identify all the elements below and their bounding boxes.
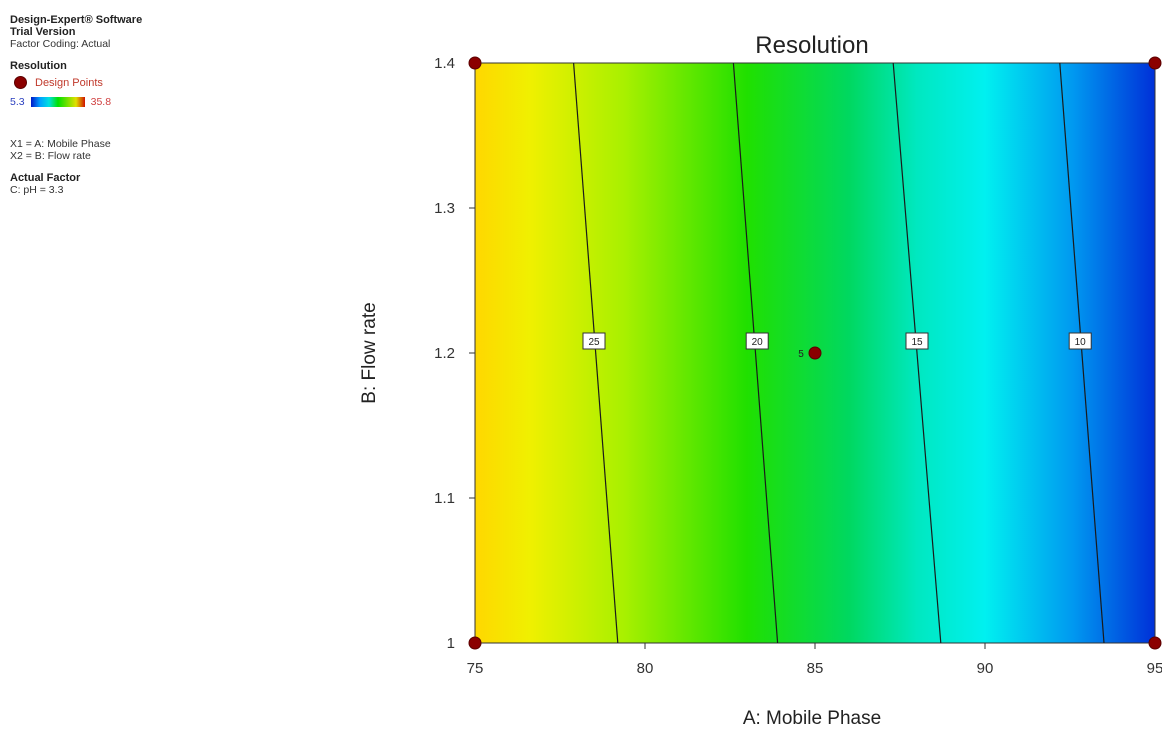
y-axis-label: B: Flow rate [359, 302, 380, 403]
y-tick-label: 1.4 [434, 55, 455, 72]
y-tick-label: 1.1 [434, 490, 455, 507]
x-tick-label: 75 [467, 660, 484, 677]
design-points-label: Design Points [35, 76, 103, 89]
design-points-legend: Design Points [14, 76, 210, 89]
design-point [468, 636, 482, 650]
design-point [468, 56, 482, 70]
x-tick-label: 85 [807, 660, 824, 677]
contour-label: 20 [752, 337, 764, 348]
design-point [808, 346, 822, 360]
x2-factor: X2 = B: Flow rate [10, 150, 91, 162]
axes: 75 80 85 90 95 1 1.1 1.2 1.3 1.4 [434, 55, 1162, 677]
contour-line-25 [573, 62, 619, 644]
chart-title: Resolution [755, 32, 868, 59]
design-point-icon [14, 76, 27, 89]
contour-line-15 [892, 62, 942, 644]
response-name: Resolution [10, 60, 67, 72]
x-tick-label: 90 [977, 660, 994, 677]
y-tick-label: 1.2 [434, 345, 455, 362]
color-scale-bar [30, 97, 85, 107]
design-point-count: 5 [798, 349, 804, 360]
actual-factor-heading: Actual Factor [10, 172, 81, 184]
range-max: 35.8 [90, 96, 112, 108]
software-name: Design-Expert® Software [10, 14, 143, 26]
design-point [1148, 56, 1162, 70]
contour-line-20 [732, 62, 779, 644]
y-tick-label: 1 [447, 635, 455, 652]
contour-label-box [582, 332, 606, 350]
actual-factor-value: C: pH = 3.3 [10, 184, 64, 196]
color-range-legend: 5.3 35.8 [10, 96, 210, 108]
contour-label-box [745, 332, 769, 350]
contour-label-box [1068, 332, 1092, 350]
factor-coding: Factor Coding: Actual [10, 38, 111, 50]
x-tick-label: 95 [1147, 660, 1162, 677]
contour-lines: 25 20 15 10 [573, 62, 1105, 644]
x-axis-label: A: Mobile Phase [743, 708, 881, 729]
legend-panel: Design-Expert® Software Trial Version Fa… [10, 14, 210, 196]
contour-label-box [905, 332, 929, 350]
contour-label: 25 [588, 337, 600, 348]
y-tick-label: 1.3 [434, 200, 455, 217]
x1-factor: X1 = A: Mobile Phase [10, 138, 111, 150]
design-point [1148, 636, 1162, 650]
version-label: Trial Version [10, 26, 76, 38]
design-points: 5 [468, 56, 1162, 650]
contour-line-10 [1059, 62, 1105, 644]
contour-label: 10 [1075, 337, 1087, 348]
range-min: 5.3 [10, 96, 25, 108]
contour-label: 15 [911, 337, 923, 348]
x-tick-label: 80 [637, 660, 654, 677]
